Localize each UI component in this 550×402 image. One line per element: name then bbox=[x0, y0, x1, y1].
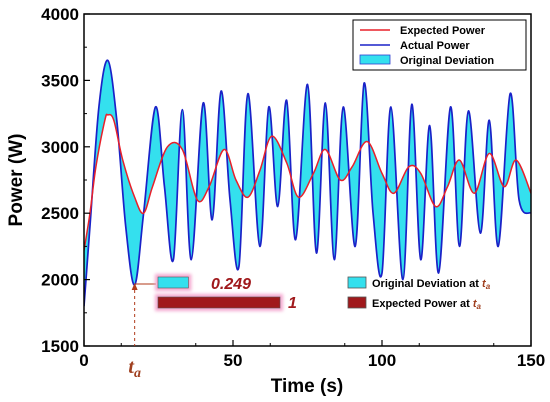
x-tick-label: 100 bbox=[368, 351, 396, 370]
deviation-bar-value: 0.249 bbox=[211, 276, 251, 293]
expected-bar-value: 1 bbox=[288, 295, 297, 312]
ta-legend-label-deviation: Original Deviation at ta bbox=[372, 278, 491, 291]
ta-legend-swatch-expected bbox=[347, 296, 367, 309]
actual-power-line bbox=[84, 59, 531, 307]
ta-legend: Original Deviation at ta Expected Power … bbox=[347, 276, 491, 311]
x-tick-label: 150 bbox=[517, 351, 545, 370]
legend-label-expected: Expected Power bbox=[400, 25, 486, 37]
ta-legend-swatch-deviation bbox=[347, 276, 367, 289]
expected-bar bbox=[157, 296, 281, 309]
ta-legend-label-expected: Expected Power at ta bbox=[372, 298, 482, 311]
legend-label-deviation: Original Deviation bbox=[400, 55, 494, 67]
y-axis-label: Power (W) bbox=[6, 134, 27, 227]
y-axis: 1500 2000 2500 3000 3500 4000 bbox=[41, 5, 90, 356]
x-tick-label: 50 bbox=[224, 351, 243, 370]
ta-annotation: ta bbox=[128, 283, 156, 381]
y-tick-label: 3500 bbox=[41, 71, 79, 90]
expected-power-line bbox=[84, 113, 531, 251]
y-tick-label: 1500 bbox=[41, 337, 79, 356]
ta-bars: 0.249 1 bbox=[155, 274, 297, 312]
x-tick-label: 0 bbox=[79, 351, 88, 370]
legend-label-actual: Actual Power bbox=[400, 40, 470, 52]
y-tick-label: 2000 bbox=[41, 271, 79, 290]
ta-arrowhead bbox=[131, 283, 138, 290]
x-axis-label: Time (s) bbox=[271, 376, 344, 397]
y-tick-label: 4000 bbox=[41, 5, 79, 24]
legend: Expected Power Actual Power Original Dev… bbox=[352, 19, 527, 71]
deviation-bar bbox=[157, 276, 189, 289]
legend-swatch-deviation bbox=[359, 54, 391, 65]
y-tick-label: 2500 bbox=[41, 204, 79, 223]
y-tick-label: 3000 bbox=[41, 138, 79, 157]
x-axis: 0 50 100 150 bbox=[79, 340, 545, 370]
ta-label: ta bbox=[128, 356, 141, 381]
